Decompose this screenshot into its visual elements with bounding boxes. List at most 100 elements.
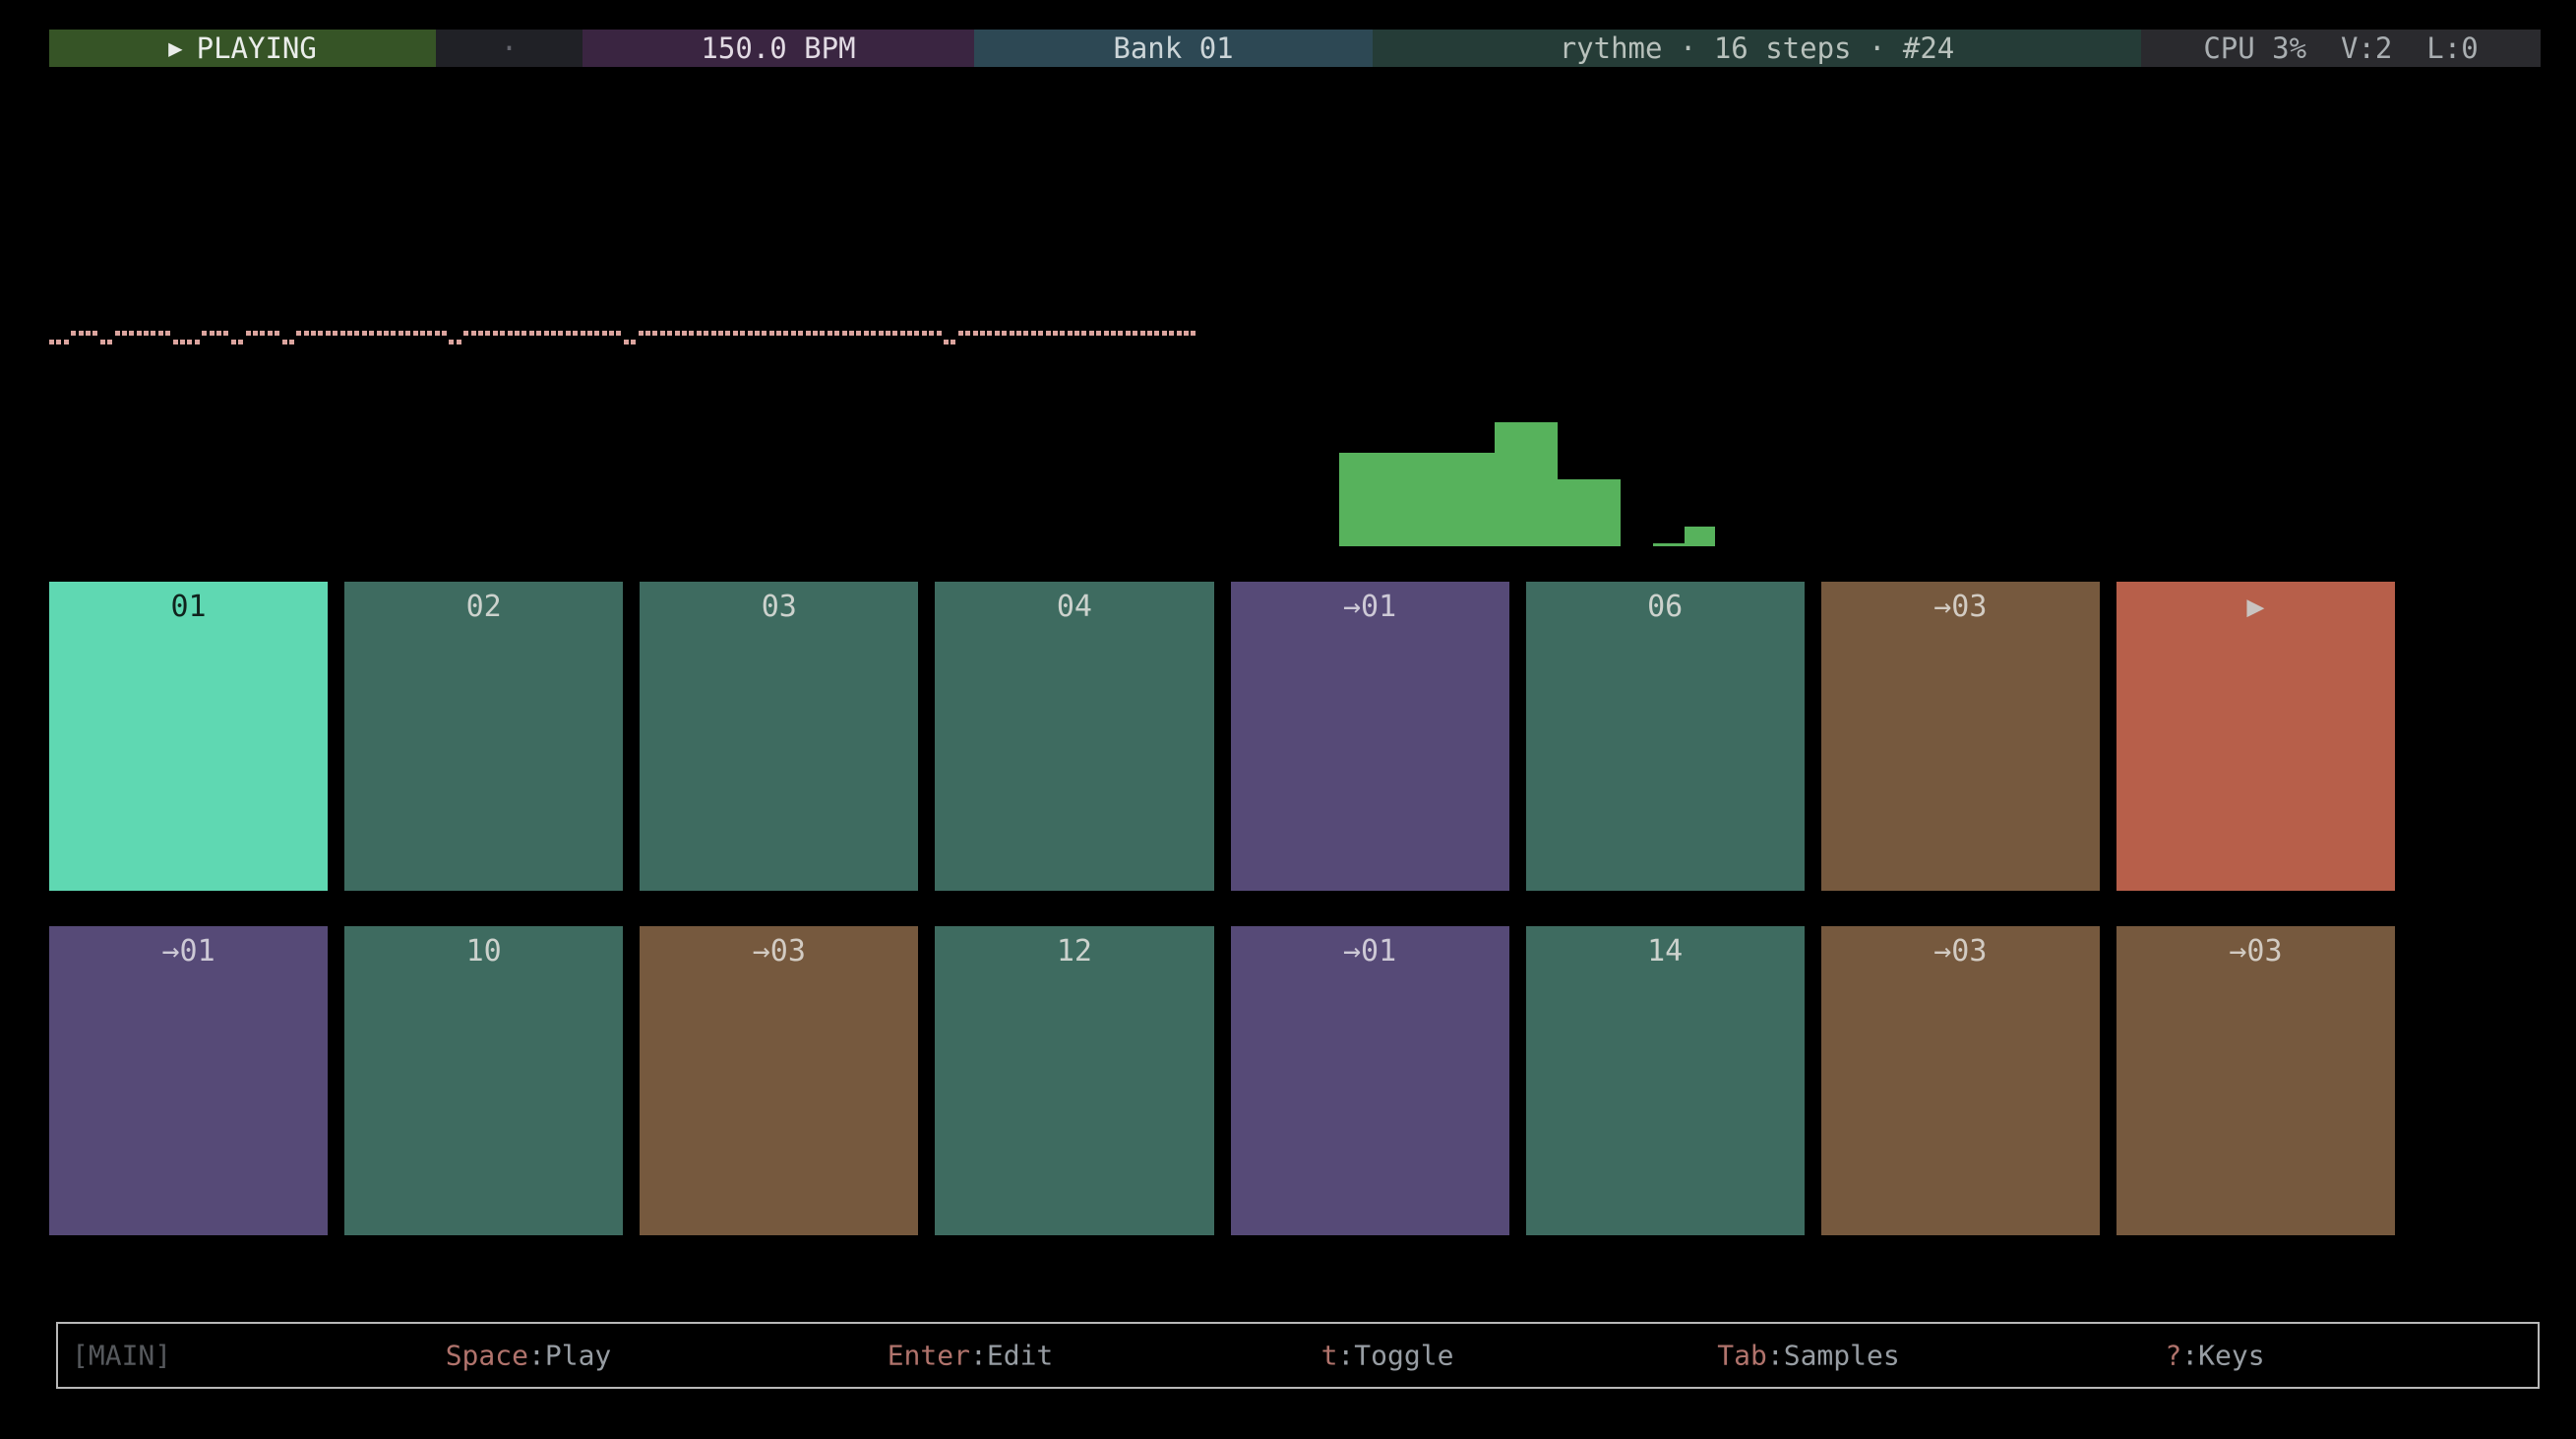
step-dot (187, 340, 193, 344)
step-dot (515, 331, 520, 336)
bank-display: Bank 01 (974, 30, 1373, 67)
step-dot (798, 331, 804, 336)
step-dot (944, 340, 950, 344)
shortcut-action: :Keys (2181, 1339, 2265, 1372)
transport-status: ▶ PLAYING (49, 30, 436, 67)
step-dot (601, 331, 607, 336)
pad-13[interactable]: →01 (1230, 926, 1509, 1235)
pad-8[interactable]: ▶ (2116, 582, 2395, 891)
step-dot (528, 331, 534, 336)
play-icon: ▶ (168, 34, 183, 62)
step-pattern (49, 331, 1198, 344)
step-dot (710, 331, 716, 336)
pad-9[interactable]: →01 (49, 926, 329, 1235)
step-dot (747, 331, 753, 336)
step-dot (616, 331, 622, 336)
step-dot (863, 331, 869, 336)
step-dot (194, 340, 200, 344)
step-dot (151, 331, 156, 336)
step-dot (1088, 331, 1094, 336)
step-dot (275, 331, 280, 336)
step-dot (885, 331, 890, 336)
spacer-dot: · (500, 31, 519, 65)
pad-6[interactable]: 06 (1525, 582, 1805, 891)
step-dot (442, 331, 448, 336)
step-dot (209, 331, 215, 336)
step-dot (667, 331, 673, 336)
level-meter (0, 0, 2576, 591)
pad-1[interactable]: 01 (49, 582, 329, 891)
system-stats-text: CPU 3% V:2 L:0 (2203, 31, 2479, 65)
step-dot (565, 331, 571, 336)
status-bar: ▶ PLAYING · 150.0 BPM Bank 01 rythme · 1… (49, 30, 2541, 67)
pad-5[interactable]: →01 (1230, 582, 1509, 891)
step-dot (957, 331, 963, 336)
pad-14[interactable]: 14 (1525, 926, 1805, 1235)
step-dot (478, 331, 484, 336)
step-dot (252, 331, 258, 336)
meter-bar (1685, 527, 1715, 546)
step-dot (1176, 331, 1182, 336)
step-dot (1015, 331, 1021, 336)
pad-12[interactable]: 12 (935, 926, 1214, 1235)
step-dot (369, 331, 375, 336)
step-dot (311, 331, 317, 336)
step-dot (704, 331, 709, 336)
step-dot (500, 331, 506, 336)
step-dot (1074, 331, 1080, 336)
step-dot (1169, 331, 1175, 336)
step-dot (878, 331, 884, 336)
step-dot (180, 340, 186, 344)
step-dot (1125, 331, 1131, 336)
step-dot (762, 331, 767, 336)
step-dot (427, 331, 433, 336)
step-dot (914, 331, 920, 336)
step-dot (434, 331, 440, 336)
shortcut-key: Enter (887, 1339, 970, 1372)
step-dot (1154, 331, 1160, 336)
step-dot (558, 331, 564, 336)
step-dot (288, 340, 294, 344)
step-dot (980, 331, 985, 336)
step-dot (848, 331, 854, 336)
shortcut-space: Space:Play (446, 1340, 612, 1372)
shortcut-key: Tab (1717, 1339, 1767, 1372)
shortcut-action: :Edit (970, 1339, 1054, 1372)
step-dot (354, 331, 360, 336)
shortcut-?: ?:Keys (2165, 1340, 2264, 1372)
step-dot (754, 331, 760, 336)
step-dot (376, 331, 382, 336)
pad-2[interactable]: 02 (344, 582, 624, 891)
meter-bar (1495, 422, 1558, 546)
step-dot (623, 340, 629, 344)
pad-3[interactable]: 03 (640, 582, 919, 891)
pad-15[interactable]: →03 (1820, 926, 2100, 1235)
step-dot (230, 340, 236, 344)
step-dot (49, 340, 54, 344)
key-hint-bar: [MAIN] Space:Play Enter:Edit t:Toggle Tab:S… (56, 1322, 2540, 1389)
step-dot (1096, 331, 1102, 336)
step-dot (1191, 331, 1196, 336)
step-dot (696, 331, 702, 336)
pad-16[interactable]: →03 (2116, 926, 2395, 1235)
step-dot (871, 331, 877, 336)
shortcut-action: :Toggle (1337, 1339, 1454, 1372)
step-dot (85, 331, 91, 336)
step-dot (267, 331, 273, 336)
step-dot (1103, 331, 1109, 336)
step-dot (841, 331, 847, 336)
pad-11[interactable]: →03 (640, 926, 919, 1235)
step-dot (449, 340, 455, 344)
step-dot (1038, 331, 1044, 336)
step-dot (63, 340, 69, 344)
step-dot (296, 331, 302, 336)
shortcut-tab: Tab:Samples (1717, 1340, 1899, 1372)
step-dot (783, 331, 789, 336)
pad-4[interactable]: 04 (935, 582, 1214, 891)
step-dot (419, 331, 425, 336)
pattern-info: rythme · 16 steps · #24 (1373, 30, 2141, 67)
step-dot (921, 331, 927, 336)
pad-10[interactable]: 10 (344, 926, 624, 1235)
pad-7[interactable]: →03 (1820, 582, 2100, 891)
step-dot (681, 331, 687, 336)
